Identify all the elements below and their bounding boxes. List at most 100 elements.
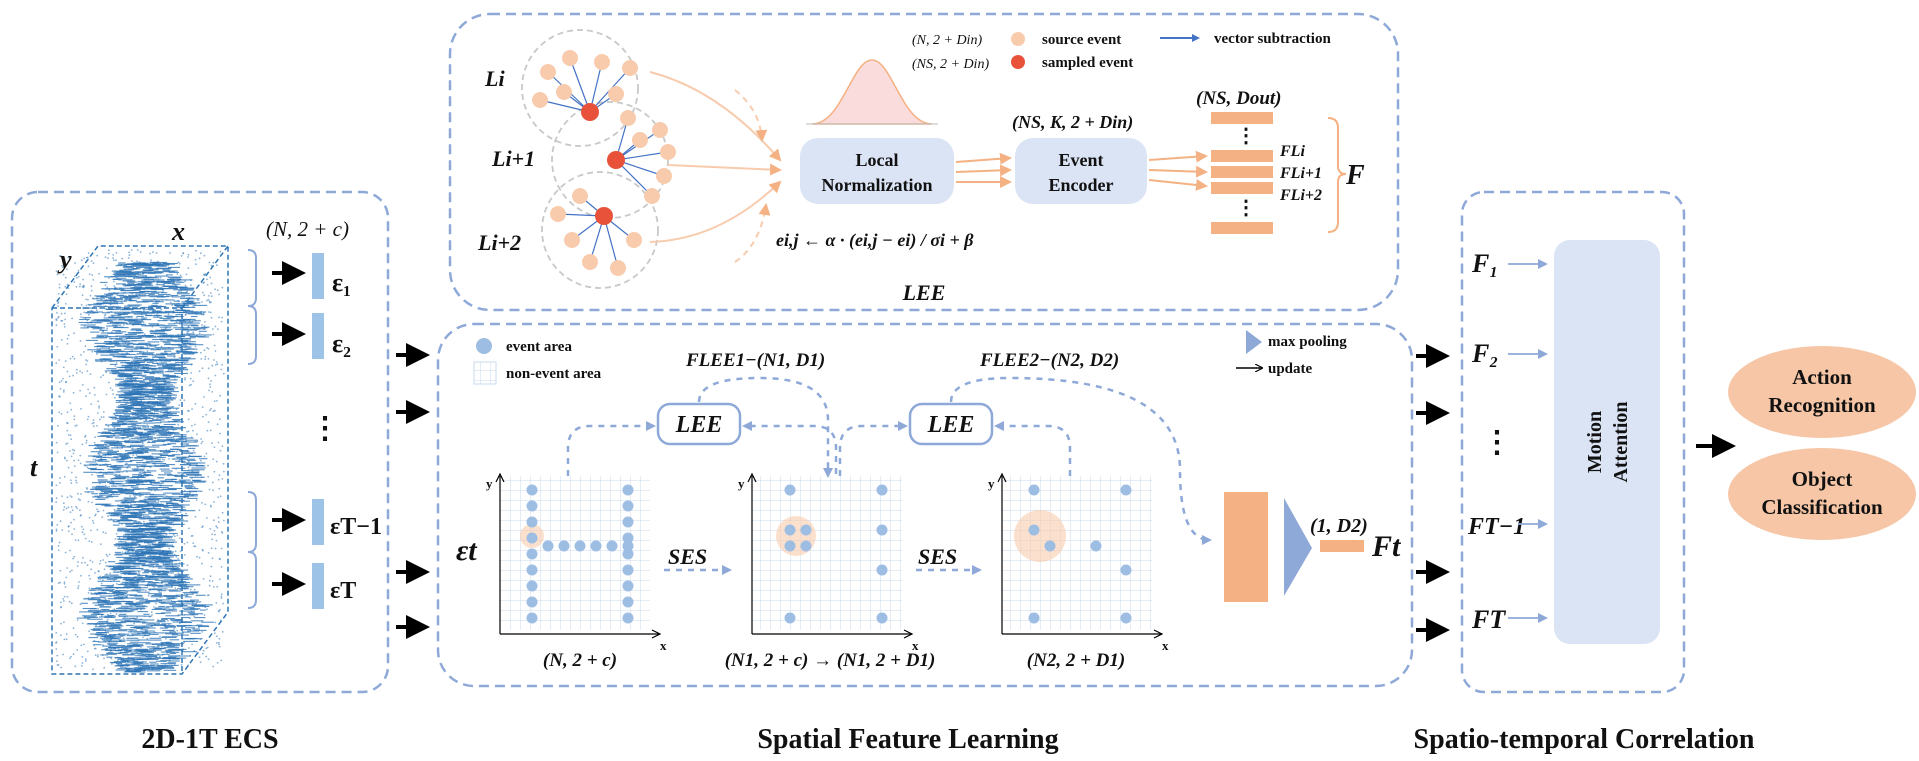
frame-label-t-minus-1: εT−1 bbox=[330, 514, 382, 540]
frame-feature-output: Ft bbox=[1371, 530, 1402, 563]
neighbor-events bbox=[532, 50, 676, 276]
sampled-event-1 bbox=[581, 103, 599, 121]
legend-max-pooling: max pooling bbox=[1268, 334, 1347, 350]
legend-vector-subtraction: vector subtraction bbox=[1214, 31, 1331, 47]
lee-panel-border bbox=[448, 12, 1400, 312]
encoder-line1: Event bbox=[1059, 150, 1104, 170]
grid-axis-y-3: y bbox=[988, 476, 995, 491]
spatial-legend: event area non-event area max pooling up… bbox=[473, 330, 1347, 385]
pool-input-block bbox=[1224, 492, 1268, 602]
norm-to-encoder-arrows bbox=[955, 152, 1012, 188]
temporal-feature-2: F₂ bbox=[1471, 339, 1498, 368]
axis-t-label: t bbox=[30, 453, 38, 482]
feature-dots-top: ⋮ bbox=[1236, 125, 1256, 147]
grid1-shape: (N, 2 + c) bbox=[543, 650, 617, 671]
lee-flow-curves bbox=[649, 71, 782, 263]
local-norm-line2: Normalization bbox=[822, 175, 933, 195]
lee-title: LEE bbox=[902, 280, 946, 305]
lee-panel: Li Li+1 Li+2 Local Normalization (NS, K,… bbox=[448, 12, 1400, 312]
axis-y-label: y bbox=[57, 245, 72, 274]
feature-label-li1: FLi+1 bbox=[1279, 165, 1322, 182]
encoder-line2: Encoder bbox=[1049, 175, 1114, 195]
lee-block-2-label: LEE bbox=[927, 412, 975, 438]
lee-groups bbox=[521, 29, 676, 289]
action-recognition-ellipse bbox=[1728, 346, 1916, 438]
frame-ellipsis: ⋮ bbox=[310, 412, 340, 445]
lee-legend: (N, 2 + Din) source event (NS, 2 + Din) … bbox=[912, 31, 1331, 72]
panel-label-spatial: Spatial Feature Learning bbox=[757, 724, 1058, 755]
axis-x-label: x bbox=[171, 217, 185, 246]
lee2-label: FLEE2−(N2, D2) bbox=[979, 350, 1119, 371]
max-pooling-icon bbox=[1284, 498, 1312, 596]
temporal-feature-1: F₁ bbox=[1471, 249, 1498, 278]
spatial-flow-arrows bbox=[566, 376, 1212, 575]
lee-block-1 bbox=[656, 402, 742, 446]
spatial-panel: event area non-event area max pooling up… bbox=[436, 322, 1414, 688]
feature-dots-bottom: ⋮ bbox=[1236, 197, 1256, 219]
output-tasks: Action Recognition Object Classification bbox=[1728, 346, 1916, 540]
action-recognition-line1: Action bbox=[1792, 365, 1852, 389]
temporal-ellipsis: ⋮ bbox=[1482, 426, 1512, 459]
motion-attention-line1: Motion bbox=[1584, 411, 1606, 473]
legend-event-area: event area bbox=[506, 339, 572, 355]
event-cube bbox=[51, 245, 229, 675]
grid-axis-x-2: x bbox=[912, 638, 919, 653]
feature-label-li: FLi bbox=[1279, 143, 1305, 160]
lee1-label: FLEE1−(N1, D1) bbox=[685, 350, 825, 371]
panel-label-ecs: 2D-1T ECS bbox=[141, 724, 278, 755]
grid-plot-2: yx bbox=[738, 472, 919, 653]
group-label-li2: Li+2 bbox=[477, 230, 521, 255]
frame-label-2: ε₂ bbox=[332, 329, 351, 358]
local-norm-line1: Local bbox=[856, 150, 899, 170]
legend-source-event: source event bbox=[1042, 32, 1121, 48]
panel-label-temporal: Spatio-temporal Correlation bbox=[1414, 724, 1755, 755]
grid-axis-y-2: y bbox=[738, 476, 745, 491]
output-shape: (NS, Dout) bbox=[1196, 88, 1282, 109]
grid-axis-y-1: y bbox=[486, 476, 493, 491]
event-encoder-box bbox=[1015, 138, 1147, 204]
temporal-feature-t-minus-1: FT−1 bbox=[1467, 514, 1525, 540]
legend-sampled-shape: (NS, 2 + Din) bbox=[912, 57, 989, 72]
feature-stack bbox=[1211, 112, 1273, 234]
legend-source-shape: (N, 2 + Din) bbox=[912, 33, 982, 48]
pool-shape: (1, D2) bbox=[1310, 515, 1368, 537]
encoder-to-feature-arrows bbox=[1148, 150, 1208, 191]
feature-brace bbox=[1327, 117, 1347, 233]
ecs-to-spatial-arrows bbox=[396, 343, 430, 639]
local-normalization-box bbox=[800, 138, 954, 204]
lee-block-2 bbox=[908, 402, 994, 446]
action-recognition-line2: Recognition bbox=[1768, 393, 1876, 417]
ecs-shape-label: (N, 2 + c) bbox=[266, 217, 349, 241]
ses-label-2: SES bbox=[918, 544, 957, 569]
encoder-shape: (NS, K, 2 + Din) bbox=[1012, 112, 1133, 133]
frame-label-1: ε₁ bbox=[332, 268, 351, 297]
grid-axis-x-1: x bbox=[660, 638, 667, 653]
grid2-shape: (N1, 2 + c) → (N1, 2 + D1) bbox=[725, 650, 936, 671]
object-classification-ellipse bbox=[1728, 448, 1916, 540]
grid-axis-x-3: x bbox=[1162, 638, 1169, 653]
motion-attention-line2: Attention bbox=[1610, 401, 1632, 482]
sampled-event-2 bbox=[607, 151, 625, 169]
motion-attention-text: Motion Attention bbox=[1584, 401, 1632, 482]
object-classification-line1: Object bbox=[1792, 467, 1853, 491]
legend-non-event-area: non-event area bbox=[506, 366, 602, 382]
spatial-to-temporal-arrows bbox=[1416, 344, 1450, 642]
legend-update: update bbox=[1268, 361, 1313, 377]
motion-attention-block bbox=[1554, 240, 1660, 644]
group-label-li: Li bbox=[484, 66, 505, 91]
norm-formula: ei,j ← α · (ei,j − ei) / σi + β bbox=[776, 230, 974, 251]
ses-label-1: SES bbox=[668, 544, 707, 569]
temporal-feature-t: FT bbox=[1471, 605, 1506, 634]
grid3-shape: (N2, 2 + D1) bbox=[1027, 650, 1125, 671]
event-scatter bbox=[55, 249, 225, 673]
frame-list: ε₁ ε₂ ⋮ εT−1 εT bbox=[272, 253, 382, 609]
frame-label-t: εT bbox=[330, 578, 356, 604]
group-label-li1: Li+1 bbox=[491, 146, 535, 171]
feature-F-label: F bbox=[1345, 160, 1365, 191]
spatial-panel-border bbox=[436, 322, 1414, 688]
feature-label-li2: FLi+2 bbox=[1279, 187, 1322, 204]
grid-plot-3: yx bbox=[988, 472, 1169, 653]
temporal-features: F₁ F₂ ⋮ FT−1 FT bbox=[1467, 249, 1548, 634]
lee-block-1-label: LEE bbox=[675, 412, 723, 438]
